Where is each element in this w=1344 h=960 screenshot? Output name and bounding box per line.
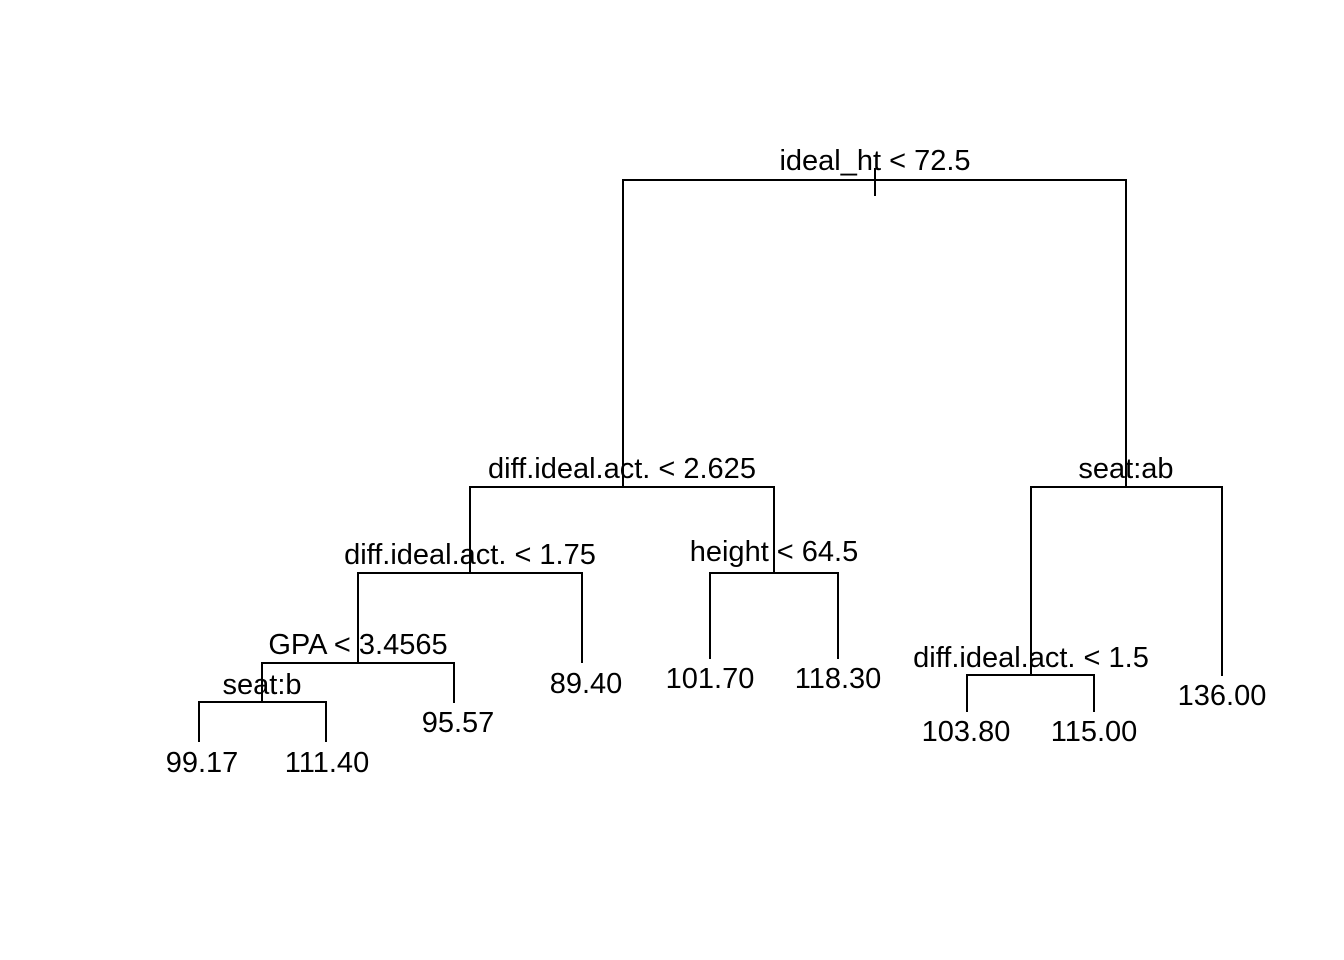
seat-b-node: seat:b	[198, 669, 327, 742]
leaf-label: 101.70	[666, 663, 755, 695]
left-branch	[469, 486, 775, 573]
gpa-node: GPA < 3.4565	[261, 629, 455, 703]
seat-b-branch	[198, 701, 327, 742]
root-node: ideal_ht < 72.5	[622, 145, 1127, 486]
left-node: diff.ideal.act. < 2.625	[469, 453, 775, 573]
right-split-label: seat:ab	[1078, 453, 1173, 485]
right-left-split-label: diff.ideal.act. < 1.5	[913, 642, 1149, 674]
right-node: seat:ab	[1030, 453, 1223, 676]
left-left-split-label: diff.ideal.act. < 1.75	[344, 539, 596, 571]
leaf-label: 89.40	[550, 668, 623, 700]
gpa-split-label: GPA < 3.4565	[268, 629, 447, 661]
left-split-label: diff.ideal.act. < 2.625	[488, 453, 756, 485]
leaf-label: 95.57	[422, 707, 495, 739]
leaf-label: 118.30	[795, 663, 882, 695]
leaf-label: 99.17	[166, 747, 239, 779]
right-left-branch	[966, 674, 1095, 712]
left-right-node: height < 64.5	[690, 536, 859, 659]
gpa-branch	[261, 662, 455, 703]
left-left-node: diff.ideal.act. < 1.75	[344, 539, 596, 663]
left-right-split-label: height < 64.5	[690, 536, 859, 568]
leaf-label: 115.00	[1051, 716, 1138, 748]
right-branch	[1030, 486, 1223, 676]
root-branch	[622, 179, 1127, 486]
leaf-label: 103.80	[922, 716, 1011, 748]
left-left-branch	[357, 572, 583, 663]
seat-b-split-label: seat:b	[223, 669, 302, 701]
leaf-label: 136.00	[1178, 680, 1267, 712]
leaf-label: 111.40	[285, 747, 369, 779]
right-left-node: diff.ideal.act. < 1.5	[913, 642, 1149, 712]
left-right-branch	[709, 572, 839, 659]
root-split-label: ideal_ht < 72.5	[779, 145, 970, 177]
